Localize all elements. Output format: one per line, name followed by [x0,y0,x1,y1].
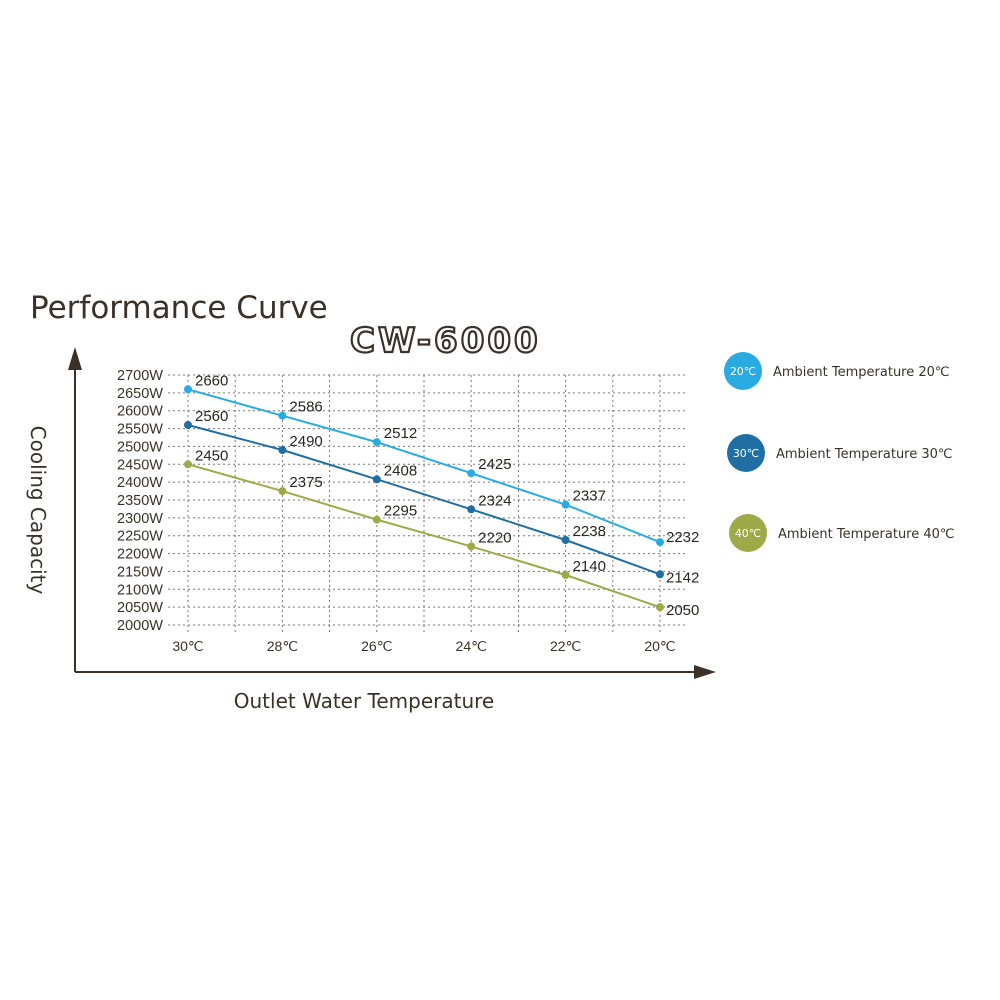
series-line [187,463,661,609]
legend-item: 30℃ Ambient Temperature 30℃ [727,434,953,472]
x-tick-label: 24℃ [456,638,487,654]
data-point [656,603,664,612]
data-point [278,446,287,454]
data-point [372,438,381,447]
chart-subtitle: CW-6000 [350,321,541,361]
series-line [187,424,661,576]
data-label: 2142 [666,569,699,586]
data-point [372,475,381,484]
data-label: 2490 [289,433,322,450]
data-label: 2408 [384,462,417,479]
data-point [467,542,476,551]
data-point [184,460,192,469]
y-axis-arrow-icon [68,347,82,370]
legend-swatch [729,514,767,552]
data-label: 2425 [478,456,511,473]
legend-item: 40℃ Ambient Temperature 40℃ [729,514,955,552]
data-point [278,411,287,420]
series-lines: 2660 2586 2512 2425 2337 2232 2560 2490 2408 2324… [184,372,699,619]
data-point [561,571,570,579]
data-point [372,515,381,524]
y-tick-label: 2150W [117,564,163,580]
y-tick-label: 2000W [117,618,163,634]
data-point [278,487,287,496]
data-point [656,570,664,579]
y-tick-label: 2100W [117,582,163,598]
y-tick-label: 2700W [117,368,163,384]
legend-item: 20℃ Ambient Temperature 20℃ [724,352,950,390]
legend-swatch [724,352,762,390]
data-label: 2220 [478,529,511,546]
data-label: 2050 [666,602,699,619]
series-1: 2660 2586 2512 2425 2337 2232 [184,372,699,547]
legend-badge-label: 40℃ [735,527,761,540]
data-label: 2660 [195,372,228,389]
x-tick-label: 28℃ [267,638,298,654]
y-tick-label: 2300W [117,511,163,527]
y-tick-label: 2200W [117,547,163,563]
y-tick-label: 2050W [117,600,163,616]
x-tick-labels: 30℃ 28℃ 26℃ 24℃ 22℃ 20℃ [172,638,675,654]
data-point [467,505,476,514]
legend-badge-label: 20℃ [730,365,756,378]
x-axis-label: Outlet Water Temperature [234,689,495,713]
y-tick-label: 2650W [117,386,163,402]
data-label: 2375 [289,474,322,491]
data-label: 2337 [573,488,606,505]
x-tick-label: 20℃ [644,638,675,654]
series-line [187,388,661,544]
legend-label: Ambient Temperature 20℃ [773,365,950,380]
grid [168,374,688,635]
x-axis-arrow-icon [694,665,716,679]
legend-swatch [727,434,765,472]
chart-title: Performance Curve [30,290,328,326]
legend-badge-label: 30℃ [733,447,759,460]
y-tick-label: 2550W [117,422,163,438]
data-label: 2586 [289,399,322,416]
series-2: 2560 2490 2408 2324 2238 2142 [184,408,699,586]
y-tick-label: 2250W [117,529,163,545]
data-point [467,469,476,478]
legend-label: Ambient Temperature 30℃ [776,447,953,462]
data-label: 2324 [478,492,511,509]
y-axis-label: Cooling Capacity [26,426,50,595]
data-point [561,536,570,544]
data-point [184,385,192,394]
legend: 20℃ Ambient Temperature 20℃ 30℃ Ambient Tem… [724,352,955,552]
x-tick-label: 22℃ [550,638,581,654]
data-label: 2295 [384,503,417,520]
data-label: 2450 [195,447,228,464]
legend-label: Ambient Temperature 40℃ [778,527,955,542]
y-tick-label: 2350W [117,493,163,509]
x-tick-label: 26℃ [361,638,392,654]
data-label: 2140 [573,558,606,575]
data-label: 2560 [195,408,228,425]
y-tick-label: 2600W [117,404,163,420]
data-label: 2238 [573,523,606,540]
x-tick-label: 30℃ [172,638,203,654]
y-tick-label: 2400W [117,475,163,491]
series-3: 2450 2375 2295 2220 2140 2050 [184,447,699,619]
data-point [656,538,664,547]
y-tick-label: 2450W [117,457,163,473]
data-label: 2232 [666,529,699,546]
data-point [561,500,570,509]
data-label: 2512 [384,425,417,442]
y-tick-label: 2500W [117,439,163,455]
data-point [184,421,192,429]
